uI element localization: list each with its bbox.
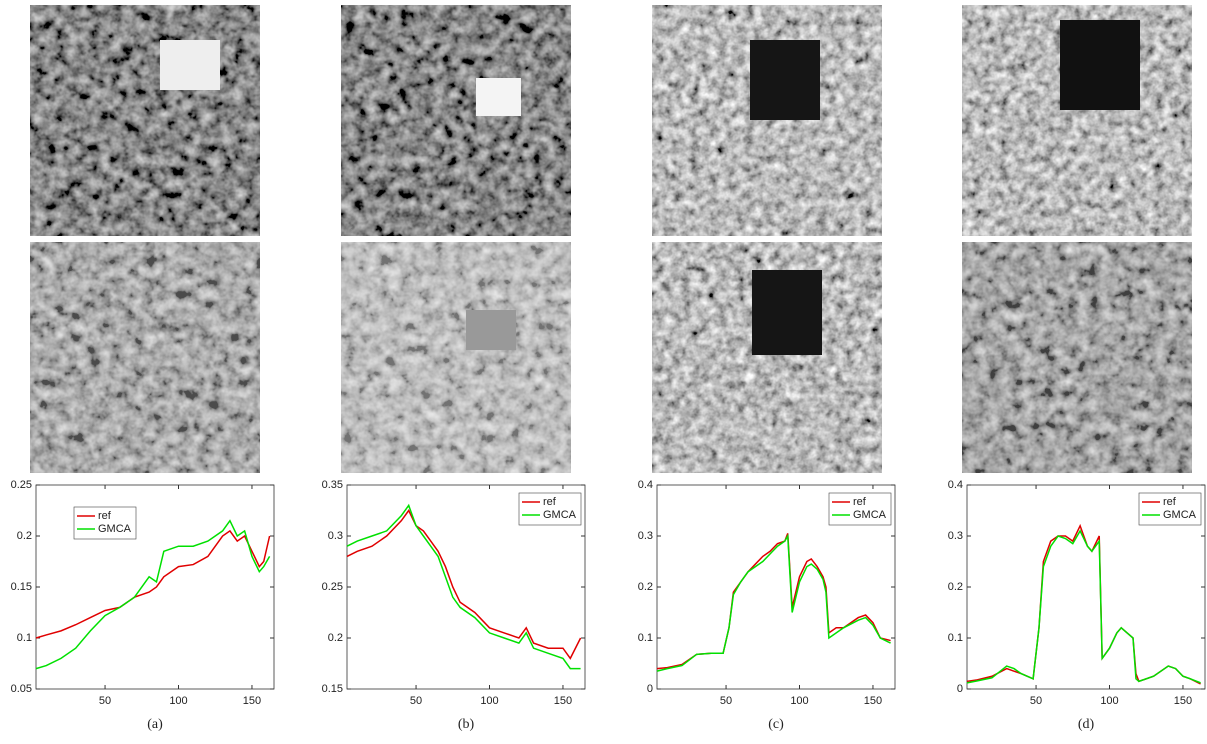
image-feature: [476, 78, 521, 116]
legend-label: ref: [543, 496, 557, 508]
x-tick-label: 50: [99, 695, 111, 707]
image: [341, 5, 571, 236]
legend-label: ref: [1163, 496, 1177, 508]
plot-area: [36, 485, 274, 689]
legend-label: GMCA: [853, 509, 887, 521]
image-feature: [160, 40, 220, 90]
image: [30, 5, 260, 236]
image-grid: [30, 5, 1192, 473]
image: [341, 242, 571, 473]
y-tick-label: 0.4: [638, 479, 653, 491]
y-tick-label: 0.15: [11, 581, 32, 593]
caption: (a): [147, 717, 163, 732]
y-tick-label: 0.1: [948, 632, 963, 644]
x-tick-label: 100: [480, 695, 498, 707]
y-tick-label: 0.3: [638, 530, 653, 542]
x-tick-label: 100: [790, 695, 808, 707]
image: [962, 242, 1192, 473]
x-tick-label: 150: [864, 695, 882, 707]
x-tick-label: 50: [720, 695, 732, 707]
legend-label: GMCA: [1163, 509, 1197, 521]
legend-label: GMCA: [543, 509, 577, 521]
y-tick-label: 0.1: [638, 632, 653, 644]
y-tick-label: 0.2: [328, 632, 343, 644]
x-tick-label: 100: [1100, 695, 1118, 707]
image-feature: [1060, 20, 1140, 110]
x-tick-label: 50: [1030, 695, 1042, 707]
x-tick-label: 150: [554, 695, 572, 707]
y-tick-label: 0.2: [948, 581, 963, 593]
y-tick-label: 0.35: [322, 479, 343, 491]
x-tick-label: 150: [1174, 695, 1192, 707]
legend-label: GMCA: [98, 523, 132, 535]
legend-label: ref: [98, 510, 112, 522]
y-tick-label: 0: [957, 683, 963, 695]
image: [30, 242, 260, 473]
y-tick-label: 0.2: [638, 581, 653, 593]
y-tick-label: 0.25: [11, 479, 32, 491]
image: [652, 5, 882, 236]
figure: 0.050.10.150.20.2550100150refGMCA(a)0.15…: [0, 0, 1207, 739]
legend-label: ref: [853, 496, 867, 508]
caption: (c): [768, 717, 784, 732]
y-tick-label: 0.05: [11, 683, 32, 695]
y-tick-label: 0.4: [948, 479, 963, 491]
image-feature: [750, 40, 820, 120]
y-tick-label: 0.3: [328, 530, 343, 542]
x-tick-label: 50: [410, 695, 422, 707]
x-tick-label: 100: [169, 695, 187, 707]
image-feature: [466, 310, 516, 350]
y-tick-label: 0.3: [948, 530, 963, 542]
caption: (d): [1078, 717, 1095, 732]
y-tick-label: 0.2: [17, 530, 32, 542]
caption: (b): [458, 717, 475, 732]
x-tick-label: 150: [243, 695, 261, 707]
y-tick-label: 0.25: [322, 581, 343, 593]
y-tick-label: 0.15: [322, 683, 343, 695]
y-tick-label: 0.1: [17, 632, 32, 644]
y-tick-label: 0: [647, 683, 653, 695]
image-feature: [752, 270, 822, 355]
